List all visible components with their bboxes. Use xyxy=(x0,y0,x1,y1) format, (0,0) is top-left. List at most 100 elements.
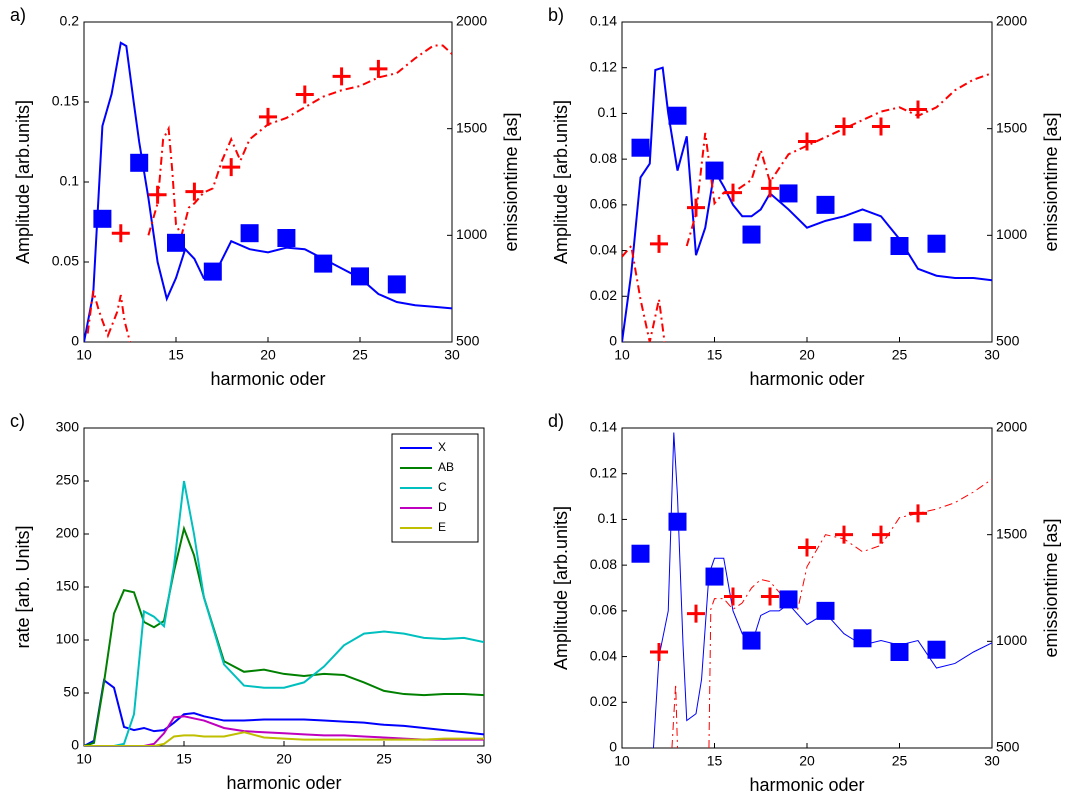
square-marker xyxy=(130,153,149,172)
plus-marker xyxy=(909,100,927,119)
y-tick-label: 0.08 xyxy=(590,150,617,166)
plus-marker xyxy=(724,587,742,606)
y-tick-label: 0 xyxy=(71,737,79,753)
y2-tick-label: 1500 xyxy=(456,119,487,135)
legend-label: E xyxy=(438,520,446,534)
y-tick-label: 0.12 xyxy=(590,58,617,74)
y2-tick-label: 500 xyxy=(996,333,1020,349)
y-tick-label: 0.14 xyxy=(590,13,617,29)
y-tick-label: 0.12 xyxy=(590,464,617,480)
x-tick-label: 25 xyxy=(892,347,908,363)
y-tick-label: 0 xyxy=(609,739,617,755)
square-marker xyxy=(314,254,333,273)
series-line xyxy=(622,72,992,342)
x-tick-label: 30 xyxy=(444,347,460,363)
legend-label: C xyxy=(438,480,447,494)
plus-marker xyxy=(835,117,853,136)
square-marker xyxy=(705,161,724,180)
x-tick-label: 20 xyxy=(799,753,815,769)
plot-area xyxy=(84,41,452,342)
plus-marker xyxy=(650,643,668,661)
y2-tick-label: 1000 xyxy=(456,226,487,242)
y-tick-label: 100 xyxy=(56,631,80,647)
plus-marker xyxy=(798,132,816,151)
panel-label: a) xyxy=(10,5,26,25)
y-tick-label: 0 xyxy=(71,333,79,349)
y-tick-label: 0 xyxy=(609,333,617,349)
y-tick-label: 0.05 xyxy=(52,253,79,269)
x-tick-label: 10 xyxy=(76,751,92,767)
y-tick-label: 0.02 xyxy=(590,287,617,303)
square-marker xyxy=(351,267,369,286)
plot-frame xyxy=(621,21,993,343)
square-marker xyxy=(890,643,909,661)
y-tick-label: 0.1 xyxy=(598,104,618,120)
x-tick-label: 20 xyxy=(276,751,292,767)
legend-label: X xyxy=(438,440,446,454)
x-tick-label: 25 xyxy=(352,347,368,363)
y-tick-label: 0.15 xyxy=(52,93,79,109)
y2-axis-label: emissiontime [as] xyxy=(501,112,521,251)
plus-marker xyxy=(222,158,241,177)
square-marker xyxy=(277,229,296,247)
square-marker xyxy=(853,223,872,242)
x-tick-label: 10 xyxy=(76,347,92,363)
panel-label: b) xyxy=(548,5,564,25)
plus-marker xyxy=(872,525,890,544)
x-axis-label: harmonic oder xyxy=(210,369,325,389)
plus-marker xyxy=(369,59,388,78)
x-axis-label: harmonic oder xyxy=(749,775,864,795)
plot-area xyxy=(652,432,992,748)
plus-marker xyxy=(798,538,816,557)
y2-tick-label: 2000 xyxy=(996,419,1027,435)
square-marker xyxy=(631,138,650,157)
series-line xyxy=(84,731,484,746)
panel-label: c) xyxy=(10,411,25,431)
plus-marker xyxy=(259,107,277,126)
y-tick-label: 50 xyxy=(63,684,79,700)
y-axis-label: Amplitude [arb.units] xyxy=(551,506,571,670)
x-tick-label: 15 xyxy=(168,347,184,363)
plus-marker xyxy=(650,234,668,253)
series-line xyxy=(671,478,992,748)
y2-tick-label: 1000 xyxy=(996,226,1027,242)
x-tick-label: 10 xyxy=(614,347,630,363)
series-line xyxy=(84,678,484,746)
y2-tick-label: 2000 xyxy=(456,13,487,29)
y-tick-label: 250 xyxy=(56,472,80,488)
square-marker xyxy=(927,234,946,253)
plus-marker xyxy=(332,67,351,86)
plus-marker xyxy=(761,179,779,198)
y-tick-label: 0.06 xyxy=(590,602,617,618)
square-marker xyxy=(742,631,761,650)
y-axis-label: Amplitude [arb.units] xyxy=(551,100,571,264)
plus-marker xyxy=(724,183,742,202)
y2-tick-label: 500 xyxy=(456,333,480,349)
series-line xyxy=(84,715,484,746)
panel: a) harmonic oder Amplitude [arb.units] emis… xyxy=(10,5,521,389)
y-tick-label: 300 xyxy=(56,419,80,435)
square-marker xyxy=(93,209,112,228)
x-tick-label: 15 xyxy=(707,753,723,769)
square-marker xyxy=(853,629,872,648)
legend-label: AB xyxy=(438,460,454,474)
x-tick-label: 15 xyxy=(176,751,192,767)
y-axis-label: rate [arb. Units] xyxy=(13,525,33,648)
y-tick-label: 0.1 xyxy=(598,510,618,526)
x-tick-label: 25 xyxy=(892,753,908,769)
x-tick-label: 20 xyxy=(260,347,276,363)
square-marker xyxy=(167,233,185,252)
plot-area xyxy=(84,480,484,746)
y2-tick-label: 1000 xyxy=(996,632,1027,648)
y2-tick-label: 2000 xyxy=(996,13,1027,29)
panel-label: d) xyxy=(548,411,564,431)
panel: c) harmonic oder rate [arb. Units] 10 15 20 25… xyxy=(10,411,492,793)
plus-marker xyxy=(148,185,167,204)
x-tick-label: 20 xyxy=(799,347,815,363)
square-marker xyxy=(668,106,687,125)
square-marker xyxy=(631,544,650,563)
square-marker xyxy=(779,184,798,203)
square-marker xyxy=(240,224,259,243)
x-axis-label: harmonic oder xyxy=(226,773,341,793)
